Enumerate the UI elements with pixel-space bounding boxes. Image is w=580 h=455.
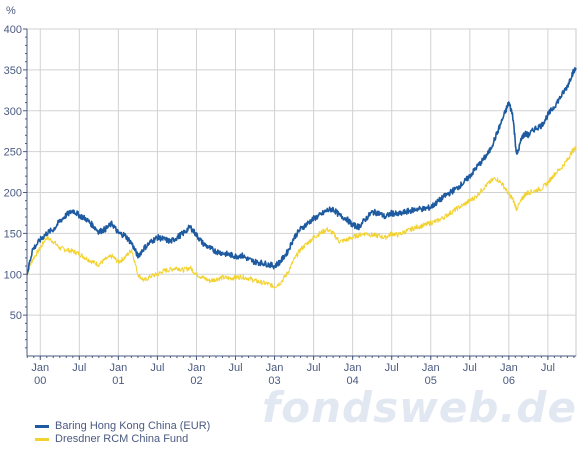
legend-label-dresdner: Dresdner RCM China Fund xyxy=(55,433,189,445)
x-tick-month-label: Jan xyxy=(344,362,362,374)
x-tick-month-label: Jan xyxy=(31,362,49,374)
x-tick-month-label: Jul xyxy=(228,362,242,374)
fondsweb-watermark: fondsweb.de xyxy=(262,383,577,432)
x-tick-month-label: Jul xyxy=(385,362,399,374)
x-tick-month-label: Jul xyxy=(463,362,477,374)
y-tick-label: 200 xyxy=(4,188,22,200)
x-tick-month-label: Jul xyxy=(150,362,164,374)
x-tick-month-label: Jul xyxy=(307,362,321,374)
series-line-dresdner xyxy=(26,146,577,289)
x-tick-month-label: Jan xyxy=(109,362,127,374)
chart-grid xyxy=(26,28,577,357)
series-layer xyxy=(26,67,577,289)
y-tick-label: 250 xyxy=(4,147,22,159)
x-tick-month-label: Jul xyxy=(541,362,555,374)
legend-item-dresdner: Dresdner RCM China Fund xyxy=(35,433,188,445)
x-tick-month-label: Jan xyxy=(266,362,284,374)
y-tick-label: 400 xyxy=(4,24,22,36)
x-tick-year-label: 03 xyxy=(268,375,280,387)
y-tick-label: 350 xyxy=(4,65,22,77)
x-tick-month-label: Jan xyxy=(188,362,206,374)
x-tick-month-label: Jan xyxy=(422,362,440,374)
y-tick-label: 100 xyxy=(4,269,22,281)
legend-label-baring: Baring Hong Kong China (EUR) xyxy=(55,420,211,432)
x-tick-year-label: 00 xyxy=(34,375,46,387)
legend-swatch-dresdner xyxy=(35,437,49,441)
y-axis-unit-label: % xyxy=(6,5,16,17)
legend-swatch-baring xyxy=(35,424,49,428)
y-tick-label: 50 xyxy=(10,310,22,322)
x-tick-year-label: 06 xyxy=(503,375,515,387)
x-tick-month-label: Jan xyxy=(500,362,518,374)
x-tick-month-label: Jul xyxy=(72,362,86,374)
x-tick-year-label: 01 xyxy=(112,375,124,387)
x-tick-year-label: 05 xyxy=(425,375,437,387)
legend-item-baring: Baring Hong Kong China (EUR) xyxy=(35,420,210,432)
x-tick-year-label: 02 xyxy=(190,375,202,387)
x-tick-year-label: 04 xyxy=(347,375,359,387)
y-tick-label: 300 xyxy=(4,106,22,118)
y-tick-label: 150 xyxy=(4,228,22,240)
series-line-baring xyxy=(26,67,577,276)
